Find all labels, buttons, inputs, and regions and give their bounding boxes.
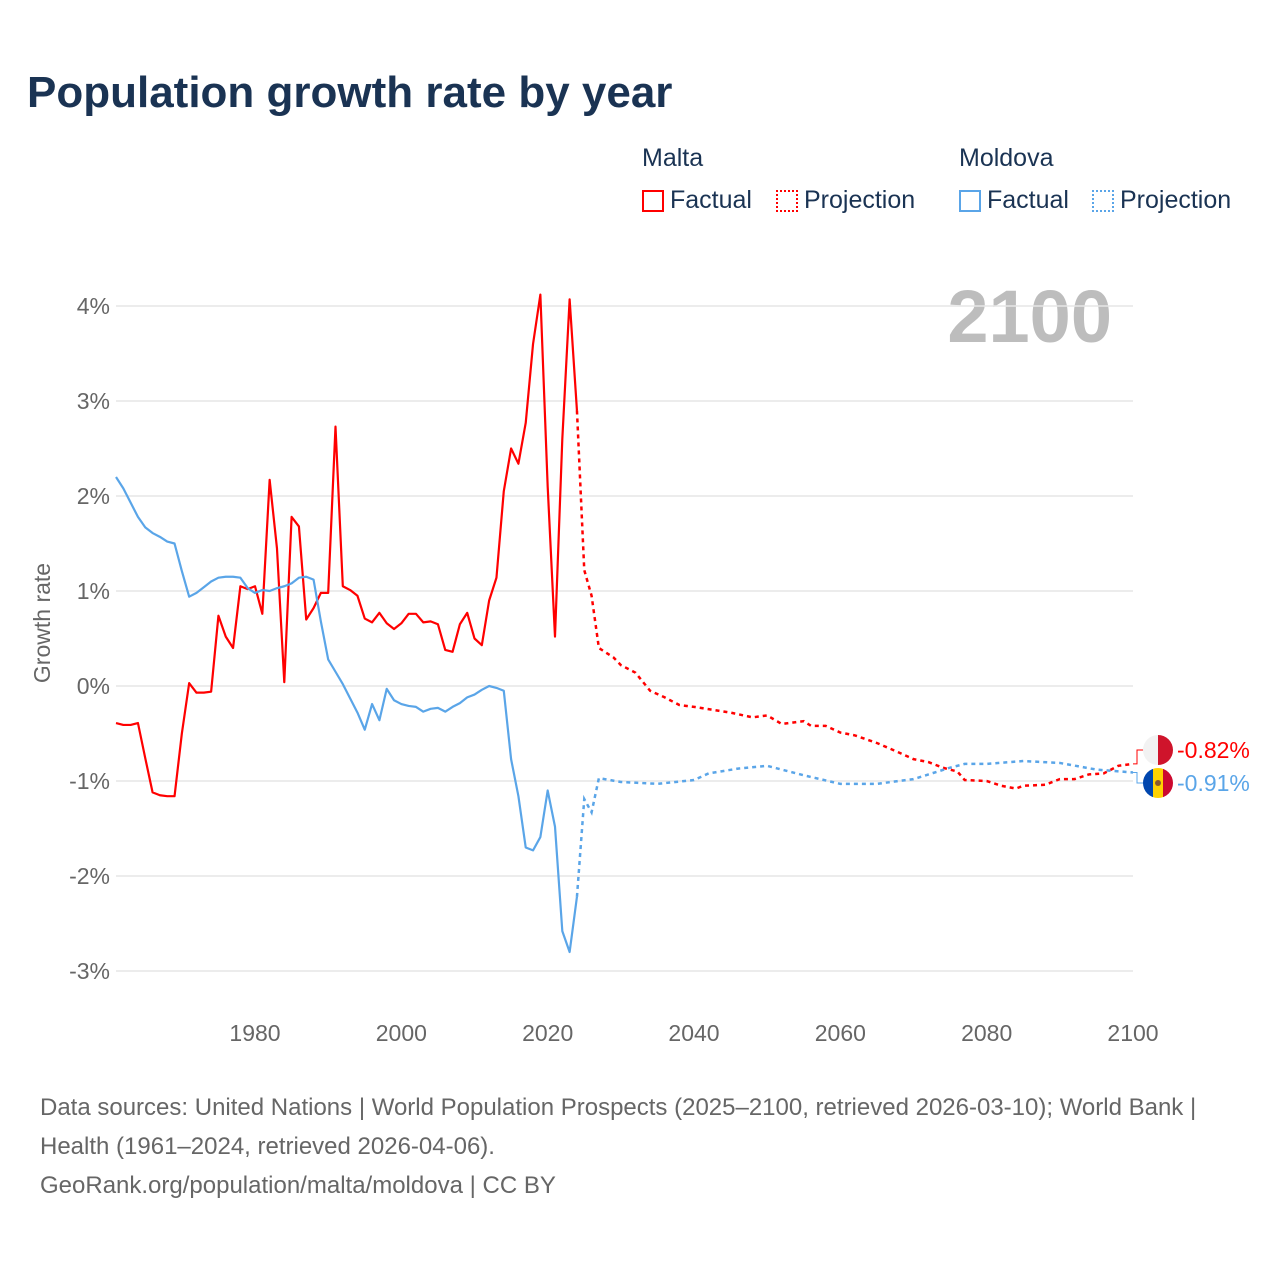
chart-title: Population growth rate by year: [27, 68, 673, 117]
x-tick-label: 1980: [229, 1020, 280, 1046]
legend-label: Projection: [1120, 186, 1232, 214]
y-tick-label: 0%: [77, 673, 110, 699]
moldova-factual-line: [115, 476, 579, 954]
legend-malta-projection[interactable]: Projection: [776, 186, 915, 215]
y-tick-label: -3%: [69, 958, 110, 984]
x-tick-label: 2040: [668, 1020, 719, 1046]
legend-moldova-factual[interactable]: Factual: [959, 186, 1069, 215]
legend-swatch-dotted: [776, 189, 798, 212]
x-tick-label: 2080: [961, 1020, 1012, 1046]
malta-factual-line: [115, 293, 579, 798]
legend-swatch-solid: [642, 189, 664, 212]
y-tick-label: -2%: [69, 863, 110, 889]
legend-swatch-dotted: [1092, 189, 1114, 212]
x-tick-label: 2020: [522, 1020, 573, 1046]
y-tick-label: 2%: [77, 483, 110, 509]
x-tick-label: 2100: [1107, 1020, 1158, 1046]
legend-label: Factual: [670, 186, 752, 214]
moldova-end-value: -0.91%: [1177, 770, 1250, 796]
moldova-projection-line: [575, 759, 1134, 897]
x-tick-label: 2060: [815, 1020, 866, 1046]
data-sources: Data sources: United Nations | World Pop…: [40, 1094, 1197, 1160]
y-tick-label: 4%: [77, 293, 110, 319]
moldova-flag-icon: [1143, 768, 1173, 798]
end-connector: [1133, 771, 1145, 784]
x-tick-label: 2000: [376, 1020, 427, 1046]
year-label: 2100: [947, 275, 1112, 358]
legend-group-moldova: Moldova: [959, 144, 1054, 172]
y-tick-label: -1%: [69, 768, 110, 794]
malta-flag-icon: [1143, 735, 1173, 765]
malta-end-value: -0.82%: [1177, 737, 1250, 763]
legend-label: Factual: [987, 186, 1069, 214]
malta-projection-line: [575, 410, 1134, 790]
legend-label: Projection: [804, 186, 916, 214]
y-tick-label: 1%: [77, 578, 110, 604]
legend-moldova-projection[interactable]: Projection: [1092, 186, 1231, 215]
y-tick-label: 3%: [77, 388, 110, 414]
footer: Data sources: United Nations | World Pop…: [40, 1088, 1240, 1205]
credit-link[interactable]: GeoRank.org/population/malta/moldova | C…: [40, 1172, 556, 1199]
end-connector: [1133, 749, 1145, 765]
legend-malta-factual[interactable]: Factual: [642, 186, 752, 215]
y-axis-label: Growth rate: [29, 563, 55, 683]
legend-swatch-solid: [959, 189, 981, 212]
legend-group-malta: Malta: [642, 144, 704, 172]
plot-area: 2100 Growth rate 4% 3% 2% 1% 0% -1% -2% -3% 1980…: [29, 275, 1250, 1046]
